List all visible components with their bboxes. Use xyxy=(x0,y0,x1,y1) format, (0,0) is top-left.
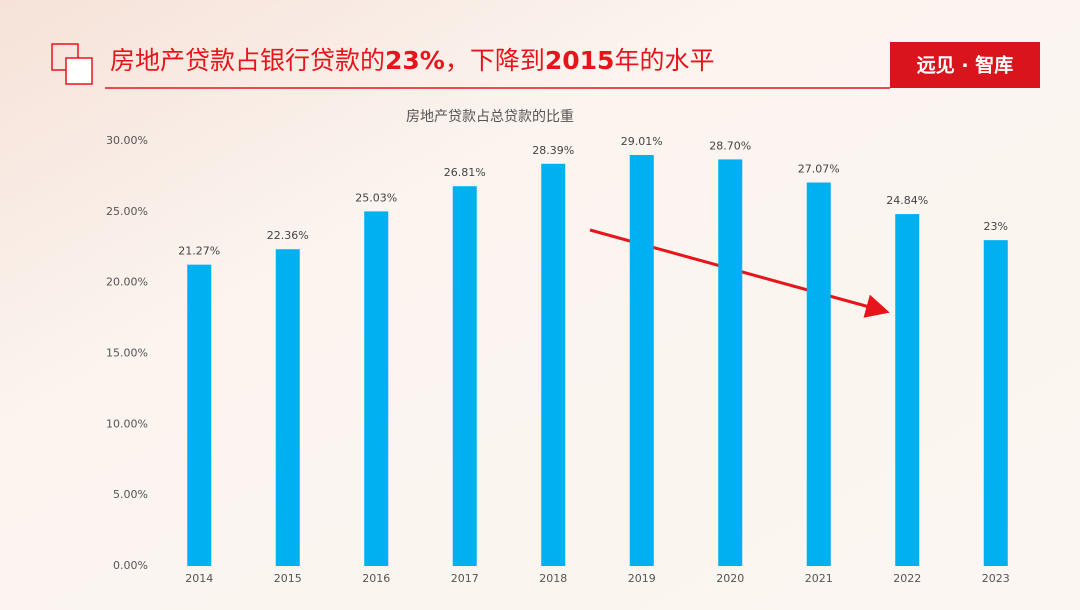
header-title-part: 年的水平 xyxy=(614,46,714,75)
logo-box xyxy=(890,42,1040,88)
x-tick-label: 2016 xyxy=(362,572,390,585)
header-title-part: 2015 xyxy=(545,46,615,75)
header-title-part: 23% xyxy=(385,46,445,75)
y-tick-label: 30.00% xyxy=(106,134,148,147)
bar xyxy=(718,159,743,566)
header-title: 房地产贷款占银行贷款的23%，下降到2015年的水平 xyxy=(110,46,714,75)
x-tick-label: 2014 xyxy=(185,572,213,585)
y-tick-label: 20.00% xyxy=(106,276,148,289)
x-tick-label: 2021 xyxy=(805,572,833,585)
bar xyxy=(806,182,831,566)
value-label: 27.07% xyxy=(798,163,840,176)
bar xyxy=(364,211,389,567)
value-label: 26.81% xyxy=(444,166,486,179)
logo: 远见 · 智库 xyxy=(917,54,1013,77)
value-label: 23% xyxy=(984,220,1008,233)
value-label: 28.70% xyxy=(709,139,751,152)
x-tick-label: 2022 xyxy=(893,572,921,585)
y-tick-label: 0.00% xyxy=(113,559,148,572)
header-title-part: 房地产贷款占银行贷款的 xyxy=(110,46,385,75)
bar xyxy=(983,240,1008,566)
bar xyxy=(452,186,477,567)
x-tick-label: 2019 xyxy=(628,572,656,585)
value-label: 28.39% xyxy=(532,144,574,157)
bar xyxy=(541,163,566,566)
y-tick-label: 15.00% xyxy=(106,347,148,360)
bar xyxy=(629,155,654,566)
deco-square xyxy=(51,43,79,71)
chart-title: 房地产贷款占总贷款的比重 xyxy=(406,109,574,125)
value-label: 24.84% xyxy=(886,194,928,207)
value-label: 22.36% xyxy=(267,229,309,242)
value-label: 29.01% xyxy=(621,135,663,148)
bar xyxy=(275,249,300,566)
deco-square xyxy=(65,57,93,85)
value-label: 21.27% xyxy=(178,245,220,258)
y-tick-label: 25.00% xyxy=(106,205,148,218)
value-label: 25.03% xyxy=(355,191,397,204)
x-tick-label: 2017 xyxy=(451,572,479,585)
header-title-part: ，下降到 xyxy=(445,46,545,75)
bar xyxy=(187,264,212,566)
x-tick-label: 2018 xyxy=(539,572,567,585)
x-tick-label: 2015 xyxy=(274,572,302,585)
y-tick-label: 10.00% xyxy=(106,417,148,430)
y-tick-label: 5.00% xyxy=(113,488,148,501)
x-tick-label: 2023 xyxy=(982,572,1010,585)
bar xyxy=(895,214,920,566)
x-tick-label: 2020 xyxy=(716,572,744,585)
